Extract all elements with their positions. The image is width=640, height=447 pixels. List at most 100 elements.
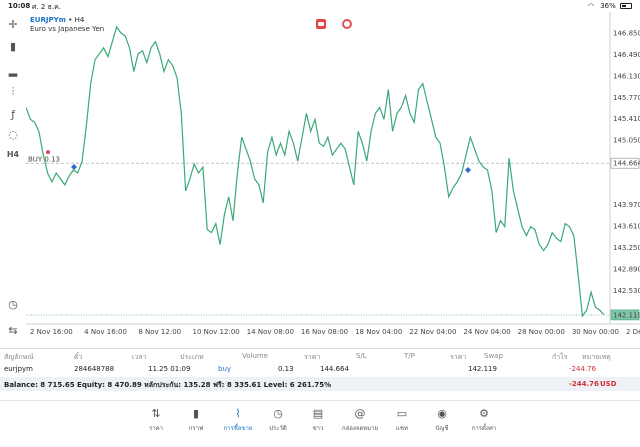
column-header: เวลา: [132, 353, 147, 361]
x-tick-label: 22 Nov 04:00: [409, 328, 456, 336]
candles-icon[interactable]: ▮: [9, 39, 17, 53]
position-symbol: eurjpym: [4, 365, 33, 373]
x-tick-label: 8 Nov 12:00: [138, 328, 181, 336]
y-tick-label: 143.970: [613, 201, 640, 209]
price-chart[interactable]: EURJPYm • H4 Euro vs Japanese Yen 146.85…: [26, 12, 640, 350]
nav-label: กราฟ: [188, 425, 204, 432]
trade-icon[interactable]: ⇆: [8, 323, 18, 337]
position-price: 142.119: [468, 365, 497, 373]
crosshair-icon[interactable]: ✛: [8, 17, 18, 31]
x-tick-label: 14 Nov 08:00: [247, 328, 294, 336]
news-icon: ▤: [312, 407, 324, 420]
chart-toolbar: ✛ ▮ ▂ ⫶ ƒ ◌ H4 ◷ ⇆: [0, 12, 26, 342]
price-tag: [610, 157, 640, 169]
y-tick-label: 145.050: [613, 137, 640, 145]
nav-mailbox[interactable]: @ กล่องจดหมาย: [340, 407, 380, 433]
x-tick-label: 28 Nov 00:00: [518, 328, 565, 336]
timeframe-label[interactable]: H4: [6, 149, 20, 159]
settings-icon: ⚙: [479, 407, 489, 420]
trade-icon: ⌇: [235, 407, 241, 420]
column-header: ราคา: [304, 353, 321, 361]
nav-chart[interactable]: ▮ กราฟ: [176, 407, 216, 433]
column-header: Swap: [484, 352, 503, 360]
nav-settings[interactable]: ⚙ การตั้งค่า: [464, 407, 504, 433]
column-header: ราคา: [450, 353, 467, 361]
oneclick-trading-icon[interactable]: [316, 19, 326, 29]
price-tag: [610, 309, 640, 321]
buy-marker: [465, 167, 471, 173]
currency: USD: [600, 380, 617, 388]
nav-news[interactable]: ▤ ข่าว: [298, 407, 338, 433]
nav-trade[interactable]: ⌇ การซื้อขาย: [218, 407, 258, 433]
indicators-icon[interactable]: ▂: [8, 63, 18, 77]
x-tick-label: 2 Dec 00:00: [626, 328, 640, 336]
quotes-icon: ⇅: [151, 407, 161, 420]
balance-text: Balance: 8 715.65 Equity: 8 470.89 หลักป…: [4, 381, 332, 389]
x-tick-label: 16 Nov 08:00: [301, 328, 348, 336]
history-icon: ◷: [273, 407, 283, 420]
status-date: ศ. 2 ธ.ค.: [32, 3, 61, 11]
chart-canvas[interactable]: 146.850 146.490 146.130 145.770 145.410 145.0…: [26, 12, 640, 350]
column-header: หมายเหตุ: [582, 353, 611, 361]
position-row[interactable]: eurjpym 284648788 11.25 01:09 buy 0.13 1…: [0, 362, 640, 377]
clock-icon[interactable]: ◷: [8, 297, 18, 311]
wifi-icon: ◠: [587, 2, 594, 10]
total-profit: -244.76: [569, 380, 599, 388]
y-tick-label: 143.610: [613, 223, 640, 231]
x-tick-label: 30 Nov 00:00: [572, 328, 619, 336]
account-icon: ◉: [437, 407, 447, 420]
battery-icon: [620, 3, 632, 9]
mailbox-icon: @: [354, 407, 366, 420]
column-header: กำไร: [552, 353, 568, 361]
column-header: ตั๋ว: [74, 353, 83, 361]
nav-label: บัญชี: [435, 425, 449, 432]
nav-label: การซื้อขาย: [223, 425, 253, 432]
y-tick-label: 142.530: [613, 287, 640, 295]
position-time: 11.25 01:09: [148, 365, 191, 373]
position-profit: -244.76: [569, 365, 597, 373]
sliders-icon[interactable]: ⫶: [11, 85, 15, 98]
status-bar: 10:08 ศ. 2 ธ.ค. ◠ 36%: [0, 0, 640, 12]
column-header: Volume: [242, 352, 269, 360]
chart-icon: ▮: [192, 407, 200, 420]
shapes-icon[interactable]: ◌: [8, 127, 18, 141]
nav-chat[interactable]: ▭ แชท: [382, 407, 422, 433]
y-tick-label: 144.664: [613, 160, 640, 168]
nav-label: ข่าว: [312, 425, 324, 432]
y-tick-label: 145.410: [613, 115, 640, 123]
y-tick-label: 142.119: [613, 311, 640, 319]
price-line: [26, 25, 605, 318]
account-summary: Balance: 8 715.65 Equity: 8 470.89 หลักป…: [0, 377, 640, 391]
nav-label: ประวัติ: [269, 425, 287, 432]
position-open-price: 144.664: [320, 365, 349, 373]
x-tick-label: 4 Nov 16:00: [84, 328, 127, 336]
positions-header: สัญลักษณ์ ตั๋ว เวลา ประเภท Volume ราคา S/L T/P ร…: [0, 348, 640, 362]
entry-marker: [46, 150, 50, 155]
battery-status: 36%: [600, 2, 632, 10]
position-ticket: 284648788: [74, 365, 115, 373]
column-header: ประเภท: [180, 353, 204, 361]
position-volume: 0.13: [278, 365, 294, 373]
column-header: T/P: [404, 352, 415, 360]
y-tick-label: 146.490: [613, 51, 640, 59]
signal-icon[interactable]: [342, 19, 352, 29]
status-time: 10:08: [8, 2, 31, 10]
y-tick-label: 145.770: [613, 94, 640, 102]
y-tick-label: 146.850: [613, 29, 640, 37]
column-header: สัญลักษณ์: [4, 353, 34, 361]
x-tick-label: 2 Nov 16:00: [30, 328, 73, 336]
nav-history[interactable]: ◷ ประวัติ: [258, 407, 298, 433]
nav-account[interactable]: ◉ บัญชี: [422, 407, 462, 433]
nav-label: กล่องจดหมาย: [341, 425, 379, 432]
x-tick-label: 10 Nov 12:00: [193, 328, 240, 336]
battery-percent: 36%: [600, 2, 616, 10]
symbol-description: Euro vs Japanese Yen: [30, 25, 105, 33]
chart-symbol: EURJPYm • H4: [30, 16, 85, 24]
nav-label: แชท: [396, 425, 408, 432]
nav-quotes[interactable]: ⇅ ราคา: [136, 407, 176, 433]
nav-label: การตั้งค่า: [471, 425, 497, 432]
function-icon[interactable]: ƒ: [11, 107, 15, 121]
nav-label: ราคา: [149, 425, 163, 432]
bottom-navigation: ⇅ ราคา ▮ กราฟ ⌇ การซื้อขาย ◷ ประวัติ ▤ ข่าว @ กล่อง…: [0, 400, 640, 447]
timeframe: H4: [74, 16, 85, 24]
